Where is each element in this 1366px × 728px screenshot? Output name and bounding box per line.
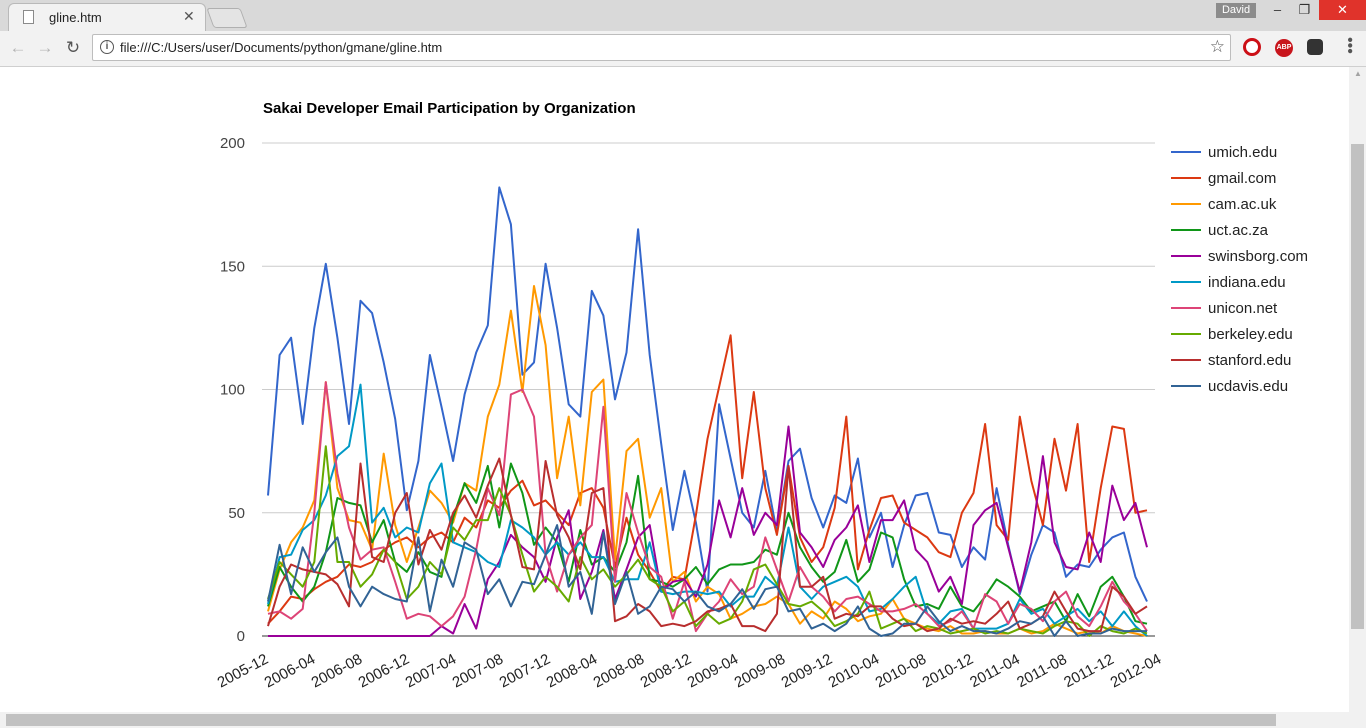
series-line-swinsborg-com [268,425,1148,637]
page-icon [23,10,34,24]
series-line-cam-ac-uk [267,285,1148,637]
close-tab-icon[interactable]: ✕ [183,8,195,24]
legend-label: stanford.edu [1208,352,1291,369]
menu-dots-icon[interactable]: ••• [1341,37,1358,54]
tab-strip: gline.htm ✕ David – ❐ ✕ [0,0,1366,31]
x-tick-label: 2011-12 [1061,651,1117,691]
url-text[interactable]: file:///C:/Users/user/Documents/python/g… [120,40,443,55]
x-tick-label: 2006-08 [309,651,366,692]
scroll-up-arrow-icon[interactable]: ▲ [1354,69,1362,78]
x-tick-label: 2010-08 [873,651,930,692]
x-tick-label: 2009-04 [685,651,742,692]
forward-arrow-icon[interactable]: → [36,38,54,57]
series-line-unicon-net [267,381,1148,633]
x-tick-label: 2010-04 [826,651,883,692]
bookmark-star-icon[interactable]: ☆ [1209,37,1225,56]
x-tick-label: 2008-12 [638,651,695,692]
legend-label: cam.ac.uk [1208,196,1277,213]
minimize-button[interactable]: – [1273,2,1282,17]
y-tick-label: 150 [220,258,245,275]
x-tick-label: 2007-04 [403,651,460,692]
legend-label: umich.edu [1208,144,1277,161]
series-line-ucdavis-edu [267,524,1147,637]
address-bar[interactable]: i file:///C:/Users/user/Documents/python… [92,34,1231,61]
tab-title: gline.htm [49,10,102,25]
x-tick-label: 2012-04 [1108,651,1165,692]
x-tick-label: 2006-12 [356,651,413,692]
legend-label: uct.ac.za [1208,222,1269,239]
series-line-umich-edu [267,186,1148,602]
y-tick-label: 50 [228,505,245,522]
x-tick-label: 2005-12 [215,651,272,692]
browser-tab[interactable]: gline.htm ✕ [8,3,206,31]
ghostery-icon[interactable] [1307,39,1323,55]
legend-label: indiana.edu [1208,274,1286,291]
series-line-indiana-edu [267,383,1148,637]
x-tick-label: 2007-12 [497,651,554,692]
horizontal-scroll-thumb[interactable] [6,714,1276,726]
legend-label: gmail.com [1208,170,1276,187]
series-line-gmail-com [267,334,1148,625]
x-tick-label: 2008-04 [544,651,601,692]
x-tick-label: 2011-08 [1014,651,1070,691]
x-tick-label: 2008-08 [591,651,648,692]
x-tick-label: 2011-04 [967,651,1023,691]
x-tick-label: 2009-08 [732,651,789,692]
y-tick-label: 200 [220,135,245,152]
browser-toolbar: ← → ↻ i file:///C:/Users/user/Documents/… [0,31,1366,67]
profile-badge[interactable]: David [1216,3,1256,18]
series-line-berkeley-edu [267,445,1148,637]
back-arrow-icon[interactable]: ← [9,38,27,57]
opera-icon[interactable] [1243,38,1261,56]
series-line-stanford-edu [267,457,1148,633]
x-tick-label: 2010-12 [920,651,977,692]
x-tick-label: 2007-08 [450,651,507,692]
x-tick-label: 2006-04 [262,651,319,692]
new-tab-button[interactable] [206,8,248,28]
maximize-button[interactable]: ❐ [1298,2,1311,17]
legend-label: berkeley.edu [1208,326,1293,343]
reload-icon[interactable]: ↻ [65,38,81,57]
vertical-scroll-thumb[interactable] [1351,144,1364,629]
legend-label: ucdavis.edu [1208,378,1288,395]
legend-label: unicon.net [1208,300,1278,317]
y-tick-label: 0 [237,628,245,645]
x-tick-label: 2009-12 [779,651,836,692]
legend-label: swinsborg.com [1208,248,1308,265]
series-line-uct-ac-za [267,462,1148,625]
chart-title: Sakai Developer Email Participation by O… [263,100,636,117]
info-icon[interactable]: i [100,40,114,54]
window-close-button[interactable]: ✕ [1319,0,1366,20]
y-tick-label: 100 [220,382,245,399]
adblock-icon[interactable]: ABP [1275,39,1293,57]
